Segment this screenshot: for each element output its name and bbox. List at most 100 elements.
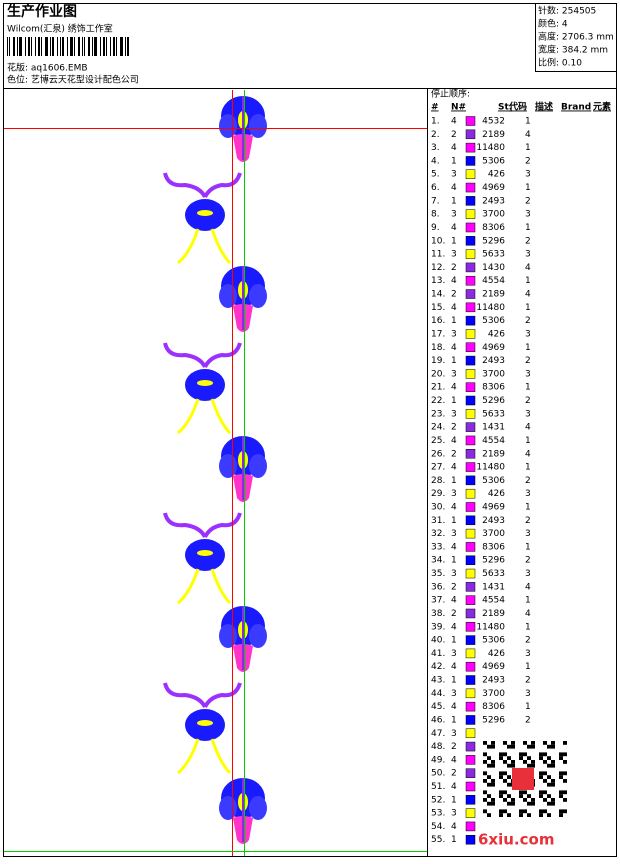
code: 4 (525, 130, 531, 140)
color-swatch (465, 435, 476, 446)
qr-cell (543, 790, 547, 795)
qr-cell (551, 760, 555, 764)
qr-cell (523, 790, 527, 795)
needle-number: 1 (451, 795, 457, 805)
qr-cell (491, 798, 495, 802)
motif-center (197, 210, 213, 216)
needle-number: 2 (451, 263, 457, 273)
info-box (535, 3, 617, 72)
qr-cell (491, 741, 495, 745)
stitch-count: 2493 (482, 356, 505, 366)
qr-cell (491, 744, 495, 749)
row-number: 41. (431, 649, 445, 659)
qr-cell (507, 794, 511, 798)
motif-tail (177, 228, 232, 265)
code: 1 (525, 303, 531, 313)
qr-cell (491, 779, 495, 783)
row-number: 27. (431, 463, 445, 473)
qr-cell (499, 790, 503, 795)
stitch-count: 5633 (482, 409, 505, 419)
needle-number: 2 (451, 769, 457, 779)
barcode-bar (120, 37, 123, 56)
stitch-count: 8306 (482, 223, 505, 233)
qr-cell (499, 813, 503, 817)
color-swatch (465, 355, 476, 366)
qr-cell (483, 771, 487, 776)
color-swatch (465, 116, 476, 126)
stitch-count: 5306 (482, 636, 505, 646)
color-swatch (465, 728, 476, 739)
color-swatch (465, 169, 476, 179)
barcode-bar (50, 37, 51, 56)
needle-number: 3 (451, 369, 457, 379)
row-number: 26. (431, 449, 445, 459)
qr-cell (491, 760, 495, 764)
row-number: 55. (431, 835, 445, 845)
stitch-count: 426 (488, 649, 505, 659)
needle-number: 1 (451, 636, 457, 646)
design-file: 花版: aq1606.EMB (7, 62, 88, 74)
code: 2 (525, 636, 531, 646)
stitch-count: 4554 (482, 436, 505, 446)
qr-cell (527, 813, 531, 817)
qr-cell (551, 763, 555, 768)
needle-number: 3 (451, 489, 457, 499)
needle-number: 2 (451, 423, 457, 433)
row-number: 21. (431, 383, 445, 393)
color-swatch (465, 315, 476, 326)
qr-cell (547, 813, 551, 817)
stitch-count: 3700 (482, 529, 505, 539)
barcode-bar (31, 37, 32, 56)
qr-cell (559, 813, 563, 817)
stitch-count: 426 (488, 170, 505, 180)
color-swatch (465, 688, 476, 699)
needle-number: 3 (451, 329, 457, 339)
color-swatch (465, 515, 476, 526)
barcode-bar (45, 37, 48, 56)
info-item: 高度: 2706.3 mm (538, 31, 614, 43)
code: 3 (525, 649, 531, 659)
qr-cell (563, 760, 567, 764)
motif-curl (163, 342, 242, 368)
qr-cell (507, 763, 511, 768)
qr-cell (547, 801, 551, 806)
needle-number: 4 (451, 702, 457, 712)
stitch-count: 4532 (482, 117, 505, 127)
row-number: 16. (431, 316, 445, 326)
code: 1 (525, 622, 531, 632)
barcode-bar (67, 37, 68, 56)
row-number: 29. (431, 489, 445, 499)
needle-number: 1 (451, 196, 457, 206)
qr-cell (531, 744, 535, 749)
qr-cell (559, 790, 563, 795)
row-number: 54. (431, 822, 445, 832)
motif-center (197, 380, 213, 386)
qr-cell (563, 779, 567, 783)
qr-cell (527, 756, 531, 760)
color-swatch (465, 236, 476, 246)
qr-cell (527, 801, 531, 806)
color-swatch (465, 741, 476, 752)
motif-center (197, 550, 213, 556)
qr-cell (547, 775, 551, 779)
qr-cell (563, 771, 567, 776)
needle-number: 4 (451, 662, 457, 672)
stitch-count: 426 (488, 329, 505, 339)
row-number: 39. (431, 622, 445, 632)
qr-cell (559, 775, 563, 779)
qr-logo (512, 768, 534, 790)
needle-number: 4 (451, 223, 457, 233)
code: 1 (525, 343, 531, 353)
stitch-count: 426 (488, 489, 505, 499)
qr-cell (539, 771, 543, 776)
row-number: 12. (431, 263, 445, 273)
barcode (7, 37, 129, 56)
stitch-count: 5306 (482, 476, 505, 486)
barcode-bar (92, 37, 93, 56)
motif-petal (249, 624, 267, 648)
color-swatch (465, 528, 476, 539)
barcode-bar (103, 37, 105, 56)
barcode-bar (28, 37, 30, 56)
stitch-count: 2493 (482, 516, 505, 526)
code: 4 (525, 290, 531, 300)
